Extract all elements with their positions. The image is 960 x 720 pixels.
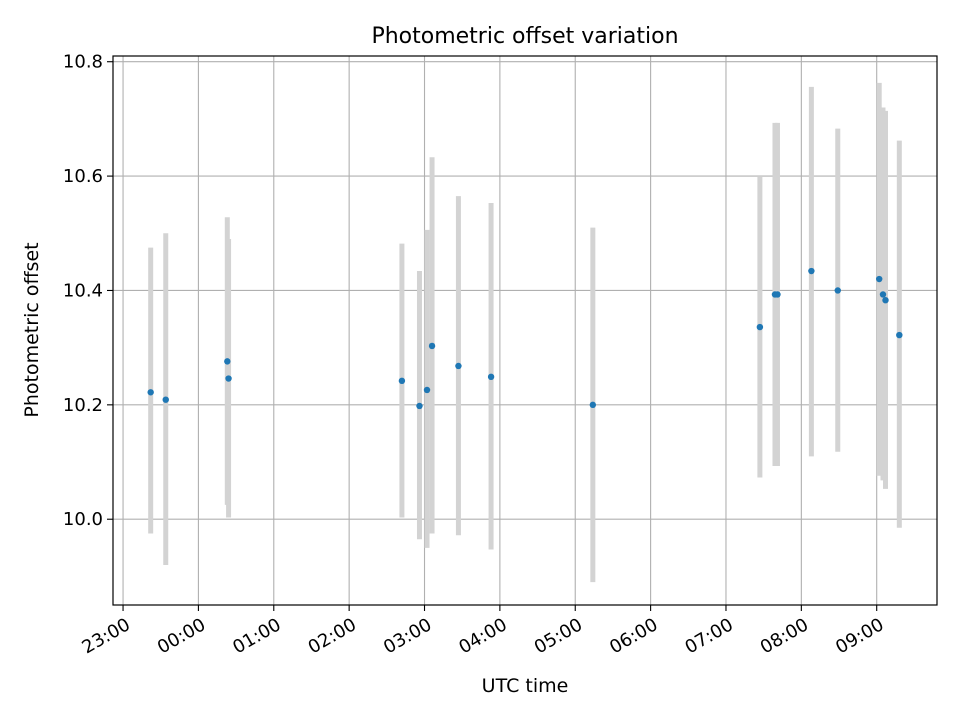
data-point xyxy=(455,362,462,370)
data-point xyxy=(882,296,889,304)
y-axis-label: Photometric offset xyxy=(21,242,43,417)
data-point xyxy=(162,396,169,403)
data-point xyxy=(834,287,841,294)
data-point xyxy=(147,389,154,396)
data-point xyxy=(589,401,597,409)
data-point xyxy=(428,342,436,350)
data-point xyxy=(225,375,232,382)
x-axis-label: UTC time xyxy=(482,675,569,697)
data-point xyxy=(487,373,495,381)
data-point xyxy=(224,358,231,365)
y-tick-label: 10.4 xyxy=(63,280,103,301)
y-tick-label: 10.0 xyxy=(63,509,103,530)
data-point xyxy=(416,402,423,410)
data-point xyxy=(398,377,406,385)
y-tick-label: 10.6 xyxy=(63,166,103,187)
data-points xyxy=(147,267,903,410)
data-point xyxy=(774,291,781,298)
plot-frame xyxy=(112,55,938,606)
data-point xyxy=(896,331,903,339)
chart-title: Photometric offset variation xyxy=(371,24,678,49)
data-point xyxy=(756,323,764,331)
y-tick-label: 10.2 xyxy=(63,395,103,416)
y-axis-ticks: 10.0 10.2 10.4 10.6 10.8 xyxy=(63,52,113,530)
data-point xyxy=(879,291,887,298)
data-point xyxy=(423,386,431,394)
data-point xyxy=(876,275,883,283)
grid xyxy=(113,56,937,605)
y-tick-label: 10.8 xyxy=(63,52,103,73)
data-point xyxy=(808,267,815,275)
